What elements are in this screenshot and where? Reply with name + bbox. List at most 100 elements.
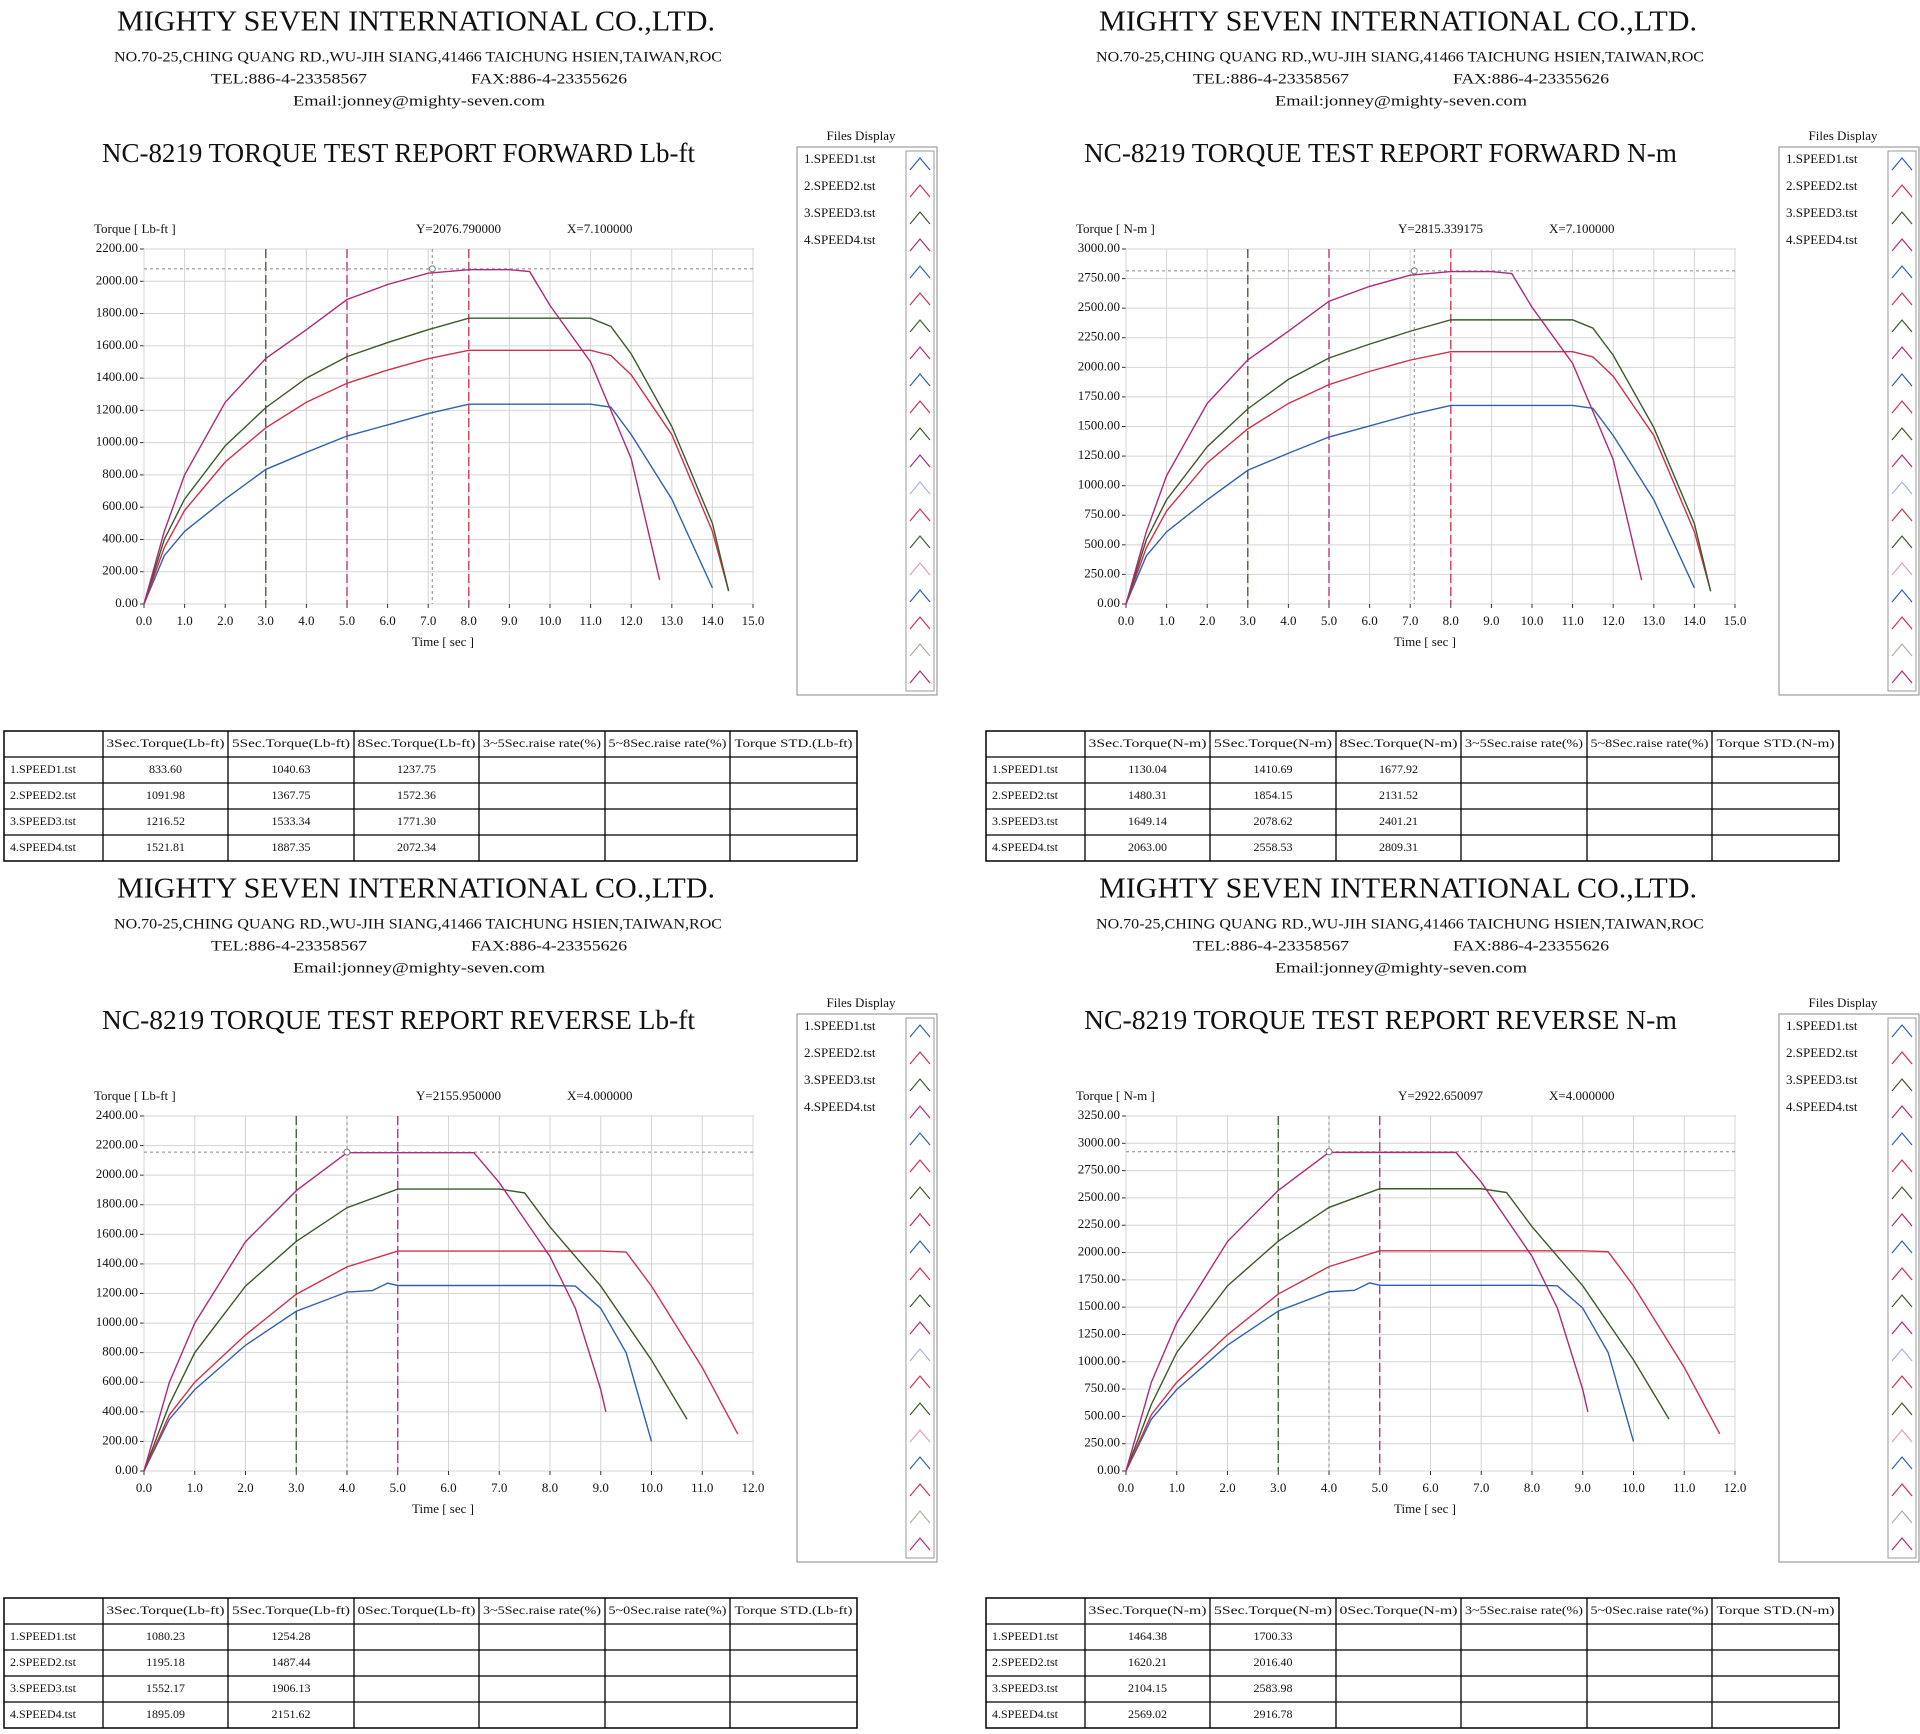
legend-entry: 2.SPEED2.tst bbox=[1786, 1045, 1858, 1060]
table-cell: 1480.31 bbox=[1128, 788, 1167, 802]
y-tick-label: 500.00 bbox=[1084, 1407, 1120, 1422]
x-tick-label: 3.0 bbox=[1240, 613, 1256, 628]
company-address: NO.70-25,CHING QUANG RD.,WU-JIH SIANG,41… bbox=[114, 916, 722, 932]
file-icon bbox=[1891, 427, 1913, 441]
company-tel: TEL:886-4-23358567 bbox=[211, 938, 368, 954]
table-cell: 1216.52 bbox=[146, 814, 185, 828]
file-icon bbox=[909, 1483, 931, 1497]
y-tick-label: 0.00 bbox=[115, 1462, 138, 1477]
file-icon bbox=[909, 238, 931, 252]
y-tick-label: 1000.00 bbox=[1078, 1353, 1120, 1368]
table-header: 8Sec.Torque(N-m) bbox=[1340, 736, 1458, 750]
file-icon bbox=[1891, 211, 1913, 225]
y-tick-label: 1800.00 bbox=[96, 305, 138, 320]
x-axis-title: Time [ sec ] bbox=[1394, 1501, 1456, 1516]
file-icon bbox=[909, 427, 931, 441]
x-tick-label: 4.0 bbox=[298, 613, 314, 628]
x-tick-label: 11.0 bbox=[579, 613, 601, 628]
x-tick-label: 15.0 bbox=[1724, 613, 1747, 628]
y-tick-label: 2250.00 bbox=[1078, 329, 1120, 344]
company-fax: FAX:886-4-23355626 bbox=[471, 938, 628, 954]
table-frame bbox=[3, 1597, 858, 1729]
legend-entry: 1.SPEED1.tst bbox=[1786, 151, 1858, 166]
y-tick-label: 2250.00 bbox=[1078, 1216, 1120, 1231]
series-line bbox=[1125, 1282, 1635, 1472]
file-icon bbox=[1891, 589, 1913, 603]
file-icon bbox=[1891, 184, 1913, 198]
y-tick-label: 800.00 bbox=[102, 1344, 138, 1359]
y-tick-label: 3000.00 bbox=[1078, 240, 1120, 255]
table-cell: 1771.30 bbox=[397, 814, 436, 828]
file-icon bbox=[1891, 643, 1913, 657]
y-tick-label: 1600.00 bbox=[96, 1225, 138, 1240]
x-tick-label: 1.0 bbox=[187, 1480, 203, 1495]
x-tick-label: 12.0 bbox=[1724, 1480, 1747, 1495]
file-icon bbox=[909, 1348, 931, 1362]
x-tick-label: 5.0 bbox=[1321, 613, 1337, 628]
x-tick-label: 12.0 bbox=[742, 1480, 765, 1495]
table-header: Torque STD.(Lb-ft) bbox=[735, 1603, 853, 1617]
file-icon bbox=[1891, 616, 1913, 630]
y-tick-label: 750.00 bbox=[1084, 1380, 1120, 1395]
file-icon bbox=[1891, 454, 1913, 468]
y-tick-label: 400.00 bbox=[102, 530, 138, 545]
cursor-point bbox=[1325, 1148, 1333, 1156]
x-tick-label: 10.0 bbox=[640, 1480, 663, 1495]
file-icon bbox=[1891, 292, 1913, 306]
y-tick-label: 1200.00 bbox=[96, 401, 138, 416]
table-header: 5~0Sec.raise rate(%) bbox=[609, 1603, 727, 1617]
table-cell: 2569.02 bbox=[1128, 1707, 1167, 1721]
y-tick-label: 1800.00 bbox=[96, 1196, 138, 1211]
company-name: MIGHTY SEVEN INTERNATIONAL CO.,LTD. bbox=[117, 6, 715, 38]
y-tick-label: 2000.00 bbox=[96, 272, 138, 287]
company-email: Email:jonney@mighty-seven.com bbox=[1275, 93, 1527, 109]
table-row-label: 3.SPEED3.tst bbox=[992, 1681, 1059, 1695]
y-tick-label: 600.00 bbox=[102, 498, 138, 513]
x-tick-label: 10.0 bbox=[539, 613, 562, 628]
table-header: Torque STD.(Lb-ft) bbox=[735, 736, 853, 750]
file-icon bbox=[1891, 508, 1913, 522]
x-axis-title: Time [ sec ] bbox=[412, 634, 474, 649]
table-row-label: 3.SPEED3.tst bbox=[10, 814, 77, 828]
file-icon bbox=[1891, 238, 1913, 252]
y-tick-label: 1600.00 bbox=[96, 337, 138, 352]
x-tick-label: 4.0 bbox=[1321, 1480, 1337, 1495]
cursor-x-readout: X=7.100000 bbox=[567, 221, 632, 236]
series-line bbox=[143, 403, 714, 605]
x-tick-label: 13.0 bbox=[1642, 613, 1665, 628]
x-tick-label: 3.0 bbox=[1270, 1480, 1286, 1495]
x-tick-label: 7.0 bbox=[420, 613, 436, 628]
table-cell: 1887.35 bbox=[272, 840, 311, 854]
table-header: 3Sec.Torque(Lb-ft) bbox=[107, 736, 225, 750]
x-tick-label: 12.0 bbox=[1602, 613, 1625, 628]
x-tick-label: 0.0 bbox=[136, 613, 152, 628]
table-row-label: 2.SPEED2.tst bbox=[992, 1655, 1059, 1669]
cursor-point bbox=[1410, 267, 1418, 275]
file-icon bbox=[1891, 373, 1913, 387]
report-panel: MIGHTY SEVEN INTERNATIONAL CO.,LTD. NO.70… bbox=[985, 6, 1920, 862]
x-tick-label: 13.0 bbox=[660, 613, 683, 628]
y-tick-label: 3250.00 bbox=[1078, 1107, 1120, 1122]
table-header: 3Sec.Torque(N-m) bbox=[1089, 1603, 1207, 1617]
files-icon-strip bbox=[905, 150, 935, 692]
table-cell: 2078.62 bbox=[1254, 814, 1293, 828]
legend-entry: 1.SPEED1.tst bbox=[804, 151, 876, 166]
file-icon bbox=[1891, 1510, 1913, 1524]
cursor-point bbox=[343, 1148, 351, 1156]
table-cell: 2401.21 bbox=[1379, 814, 1418, 828]
table-cell: 2016.40 bbox=[1254, 1655, 1293, 1669]
series-line bbox=[1125, 1188, 1670, 1472]
table-row-label: 1.SPEED1.tst bbox=[992, 1629, 1059, 1643]
file-icon bbox=[909, 1132, 931, 1146]
plot-area bbox=[143, 248, 754, 605]
legend-entry: 3.SPEED3.tst bbox=[1786, 205, 1858, 220]
file-icon bbox=[1891, 157, 1913, 171]
table-header: 0Sec.Torque(Lb-ft) bbox=[358, 1603, 476, 1617]
x-tick-label: 6.0 bbox=[1422, 1480, 1438, 1495]
file-icon bbox=[1891, 1186, 1913, 1200]
file-icon bbox=[909, 319, 931, 333]
company-tel: TEL:886-4-23358567 bbox=[211, 71, 368, 87]
file-icon bbox=[1891, 1159, 1913, 1173]
y-tick-label: 500.00 bbox=[1084, 536, 1120, 551]
y-tick-label: 1750.00 bbox=[1078, 1271, 1120, 1286]
